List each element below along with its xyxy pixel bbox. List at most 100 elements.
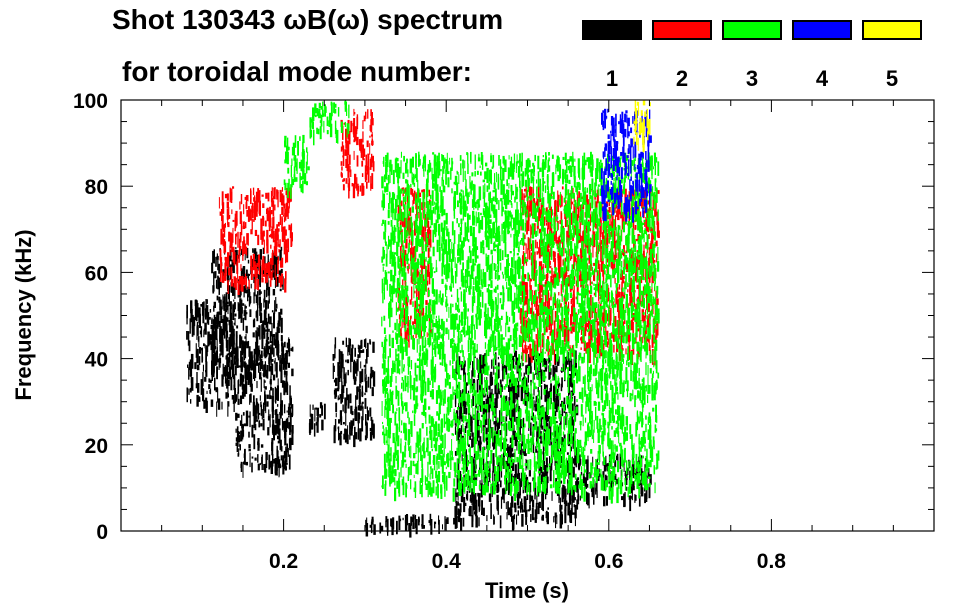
spectral-pixel	[544, 208, 546, 215]
spectral-pixel	[275, 303, 278, 309]
spectral-pixel	[546, 222, 548, 226]
spectral-pixel	[559, 392, 561, 400]
spectral-pixel	[187, 364, 189, 368]
spectral-pixel	[340, 173, 343, 177]
spectral-pixel	[267, 254, 269, 267]
spectral-pixel	[528, 470, 531, 477]
spectral-pixel	[499, 379, 502, 387]
spectral-pixel	[645, 489, 648, 502]
spectral-pixel	[287, 207, 290, 214]
spectral-pixel	[353, 361, 356, 370]
spectral-pixel	[532, 499, 535, 508]
spectral-pixel	[244, 377, 247, 386]
spectral-pixel	[657, 190, 660, 194]
spectral-pixel	[651, 271, 654, 284]
spectral-pixel	[607, 372, 609, 386]
spectral-pixel	[514, 389, 516, 403]
spectral-pixel	[288, 178, 290, 192]
spectral-pixel	[275, 362, 278, 378]
spectral-pixel	[302, 169, 305, 180]
spectral-pixel	[369, 143, 371, 155]
spectral-pixel	[573, 299, 575, 308]
spectral-pixel	[245, 334, 247, 346]
spectral-pixel	[510, 502, 513, 509]
legend-label-mode-5: 5	[885, 66, 899, 91]
spectral-pixel	[632, 196, 634, 207]
spectral-pixel	[342, 184, 345, 191]
spectral-pixel	[363, 148, 366, 157]
spectral-pixel	[402, 244, 404, 251]
spectral-pixel	[524, 222, 527, 232]
spectral-pixel	[625, 250, 627, 253]
spectral-pixel	[369, 339, 371, 344]
spectral-pixel	[265, 192, 268, 199]
spectral-pixel	[566, 452, 569, 455]
spectral-pixel	[510, 394, 513, 410]
spectral-pixel	[470, 416, 473, 424]
spectral-pixel	[248, 359, 251, 372]
spectral-pixel	[499, 410, 501, 426]
spectral-pixel	[596, 270, 599, 281]
spectral-pixel	[389, 314, 391, 328]
spectral-pixel	[585, 459, 588, 464]
spectral-pixel	[256, 251, 258, 257]
spectral-pixel	[529, 360, 532, 372]
spectral-pixel	[621, 279, 625, 284]
spectral-pixel	[189, 318, 191, 334]
spectral-pixel	[573, 175, 576, 188]
spectral-pixel	[241, 357, 243, 371]
spectral-pixel	[386, 192, 388, 195]
spectral-pixel	[548, 311, 551, 325]
spectral-pixel	[276, 190, 279, 194]
spectral-pixel	[316, 127, 318, 134]
spectral-pixel	[260, 423, 263, 427]
spectral-pixel	[553, 292, 556, 304]
spectral-pixel	[541, 471, 544, 482]
spectral-pixel	[186, 387, 188, 403]
spectral-pixel	[572, 440, 575, 447]
spectral-pixel	[236, 426, 239, 442]
spectral-pixel	[424, 202, 426, 216]
spectral-pixel	[614, 473, 617, 480]
spectral-pixel	[581, 241, 584, 250]
spectral-pixel	[226, 201, 229, 208]
spectral-pixel	[355, 432, 358, 440]
spectral-pixel	[242, 317, 245, 331]
spectral-pixel	[265, 339, 268, 354]
spectral-pixel	[271, 341, 274, 355]
spectral-pixel	[543, 336, 545, 350]
spectral-pixel	[616, 478, 619, 485]
spectral-pixel	[579, 235, 582, 242]
spectral-pixel	[260, 232, 262, 240]
spectral-pixel	[264, 267, 267, 284]
spectral-pixel	[586, 459, 589, 474]
spectral-pixel	[533, 251, 535, 264]
spectral-pixel	[426, 214, 429, 228]
spectral-pixel	[477, 393, 480, 405]
spectral-pixel	[216, 253, 218, 257]
spectral-pixel	[421, 202, 423, 208]
spectral-pixel	[566, 356, 567, 369]
spectral-pixel	[418, 304, 421, 307]
spectral-region-mode-2	[340, 108, 375, 199]
spectral-pixel	[206, 390, 208, 394]
spectral-pixel	[569, 510, 571, 522]
spectral-pixel	[464, 396, 466, 408]
spectral-pixel	[621, 287, 624, 292]
spectral-pixel	[538, 313, 541, 316]
spectral-pixel	[418, 516, 420, 526]
spectral-pixel	[283, 241, 286, 255]
spectral-pixel	[427, 247, 430, 258]
spectral-pixel	[621, 317, 623, 332]
spectral-pixel	[656, 298, 659, 305]
spectral-pixel	[276, 326, 279, 341]
spectral-pixel	[436, 335, 439, 349]
spectral-pixel	[243, 221, 245, 227]
spectral-pixel	[582, 414, 584, 427]
spectral-pixel	[200, 326, 203, 338]
spectral-pixel	[233, 276, 236, 288]
spectral-pixel	[426, 280, 429, 286]
spectral-pixel	[528, 186, 532, 198]
spectral-pixel	[283, 203, 286, 209]
spectral-pixel	[284, 363, 286, 378]
